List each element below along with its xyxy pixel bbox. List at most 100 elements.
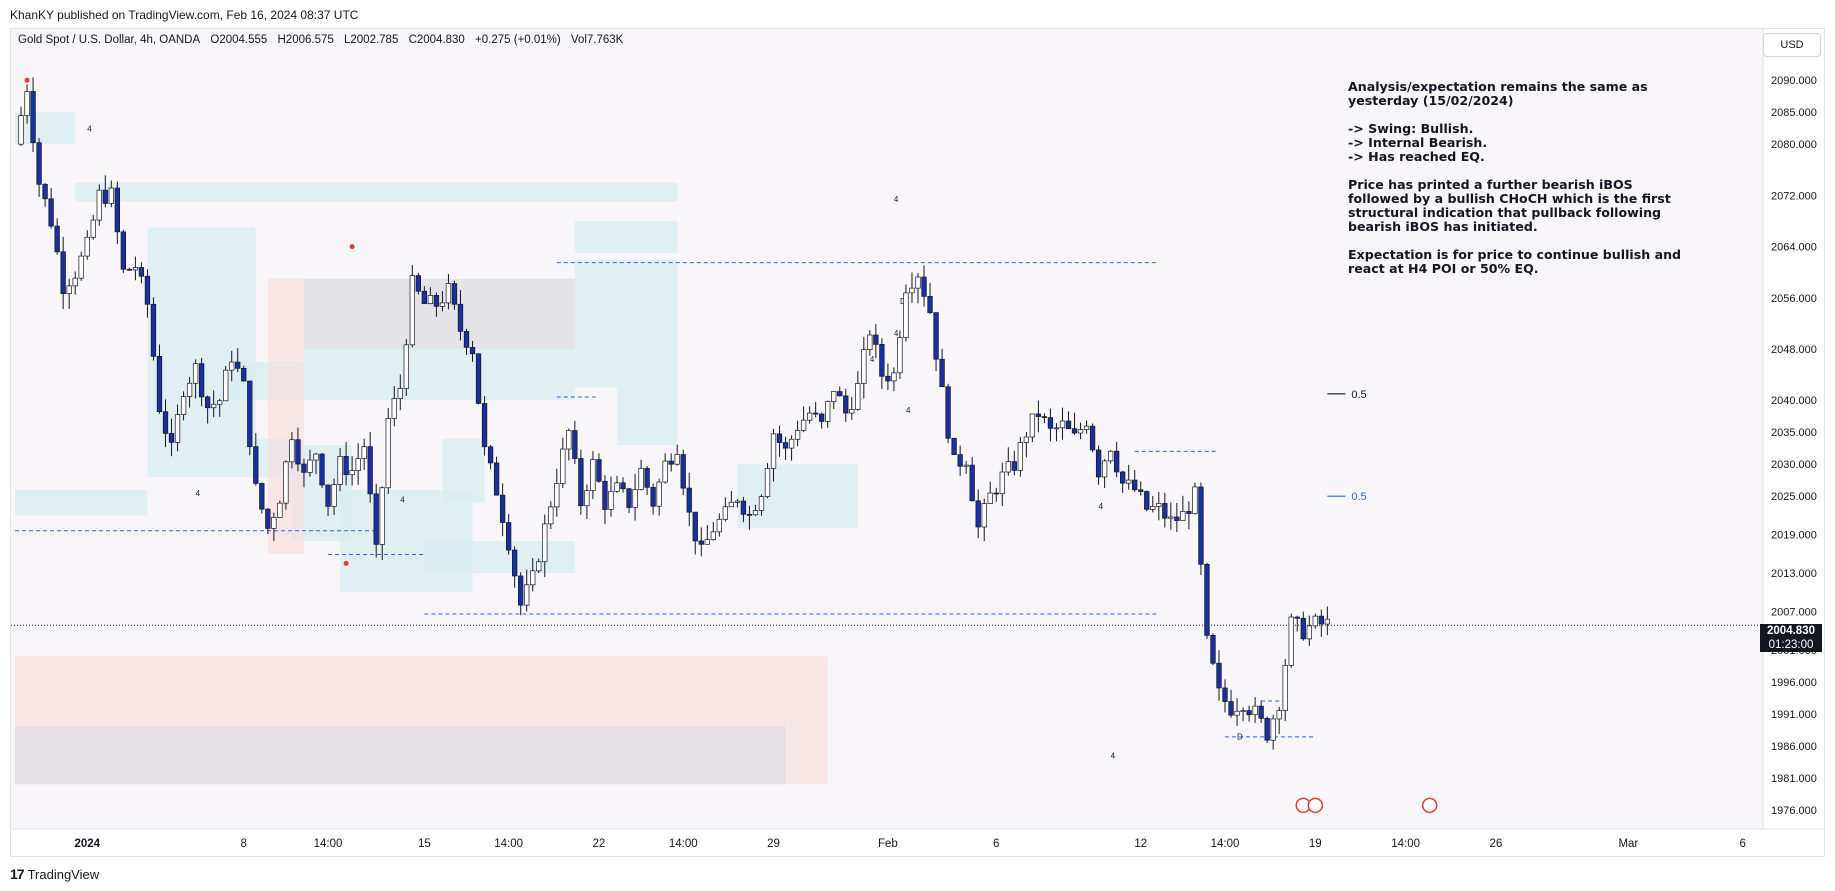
y-tick-label: 1976.000 [1771, 805, 1817, 817]
candle-body [728, 501, 735, 508]
candle-body [373, 493, 379, 545]
candle-body [96, 189, 102, 221]
chart-frame[interactable]: 0.50.5444444444DD2095.0002090.0002085.00… [10, 28, 1825, 857]
candle-body [271, 517, 277, 529]
candle-body [162, 411, 169, 434]
candle-body [102, 189, 108, 204]
zone-blue [303, 349, 575, 401]
candle-body [566, 430, 572, 450]
candle-body [138, 267, 145, 277]
candle-body [1264, 717, 1270, 741]
candle-body [241, 367, 247, 382]
candle-body [686, 487, 692, 513]
candle-body [259, 483, 265, 510]
candle-body [855, 383, 861, 410]
candle-body [307, 459, 313, 473]
y-tick-label: 2019.000 [1771, 530, 1817, 542]
zone-red [267, 278, 304, 554]
candle-body [283, 461, 289, 504]
candle-body [933, 312, 939, 360]
candle-body [867, 334, 873, 351]
candle-body [993, 492, 999, 495]
currency-button[interactable]: USD [1763, 33, 1821, 57]
y-tick-label: 2025.000 [1771, 491, 1817, 503]
candle-body [457, 303, 464, 332]
candle-body [343, 456, 349, 476]
candle-body [512, 549, 518, 577]
candle-body [108, 187, 114, 204]
zone-blue [617, 387, 678, 445]
candle-body [1282, 665, 1288, 711]
candle-body [301, 463, 307, 473]
candle-body [1120, 471, 1126, 484]
candle-body [518, 575, 524, 606]
candle-body [644, 468, 650, 488]
legend-symbol: Gold Spot / U.S. Dollar, 4h, OANDA [18, 34, 201, 46]
eq-label-black: 0.5 [1351, 389, 1366, 401]
legend-open: O2004.555 [210, 34, 268, 46]
candle-body [596, 459, 602, 482]
candle-body [1083, 425, 1090, 430]
y-tick-label: 1991.000 [1771, 709, 1817, 721]
y-tick-label: 2080.000 [1771, 139, 1817, 151]
zone-label: 4 [870, 355, 875, 364]
candle-body [1114, 450, 1120, 473]
legend-close: C2004.830 [408, 34, 465, 46]
candle-body [72, 277, 78, 287]
candle-body [1101, 460, 1108, 478]
candle-body [554, 483, 560, 508]
candle-body [66, 285, 72, 294]
candle-body [927, 296, 933, 313]
candle-body [1288, 616, 1294, 666]
pivot-dot [24, 77, 30, 83]
candle-body [1222, 687, 1228, 702]
candle-body [42, 183, 48, 200]
candle-body [999, 471, 1005, 495]
y-tick-label: 2035.000 [1771, 427, 1817, 439]
candle-body [253, 446, 259, 484]
x-tick-label: 12 [1134, 838, 1147, 850]
candle-body [1126, 479, 1132, 484]
candle-body [560, 448, 566, 484]
candle-body [1150, 506, 1156, 510]
candle-body [915, 276, 921, 289]
candle-body [409, 275, 415, 346]
y-tick-label: 2048.000 [1771, 344, 1817, 356]
candle-body [36, 142, 42, 185]
candle-body [1017, 442, 1023, 471]
footer-brand: TradingView [27, 866, 100, 882]
candle-body [247, 380, 253, 447]
x-tick-label: 14:00 [1391, 838, 1420, 850]
y-tick-label: 2013.000 [1771, 568, 1817, 580]
candle-body [18, 115, 24, 145]
zone-label: 4 [894, 329, 899, 338]
candle-body [150, 303, 157, 357]
candle-body [734, 500, 741, 503]
candlestick-chart[interactable]: 0.50.5444444444DD2095.0002090.0002085.00… [11, 29, 1824, 856]
candle-body [487, 446, 494, 464]
candle-body [806, 412, 813, 421]
candle-body [204, 396, 211, 409]
candle-body [1059, 420, 1066, 429]
candle-body [885, 375, 891, 382]
candle-body [1047, 417, 1054, 429]
candle-body [505, 522, 512, 551]
last-price-label: 2004.830 [1760, 624, 1822, 638]
candle-body [24, 91, 30, 116]
candle-body [861, 349, 867, 384]
candle-body [530, 570, 536, 586]
zone-blue [15, 112, 76, 145]
candle-body [1258, 705, 1264, 719]
pivot-dot [349, 244, 355, 250]
zone-blue [574, 221, 678, 253]
candle-body [825, 401, 831, 422]
candle-body [1228, 701, 1234, 716]
candle-body [788, 438, 795, 449]
candle-body [379, 487, 385, 545]
footer: 17 TradingView [10, 866, 99, 882]
tradingview-logo-icon: 17 [10, 866, 25, 882]
candle-body [740, 500, 747, 515]
candle-body [48, 198, 54, 227]
candle-body [680, 454, 686, 489]
candle-body [1240, 710, 1246, 712]
